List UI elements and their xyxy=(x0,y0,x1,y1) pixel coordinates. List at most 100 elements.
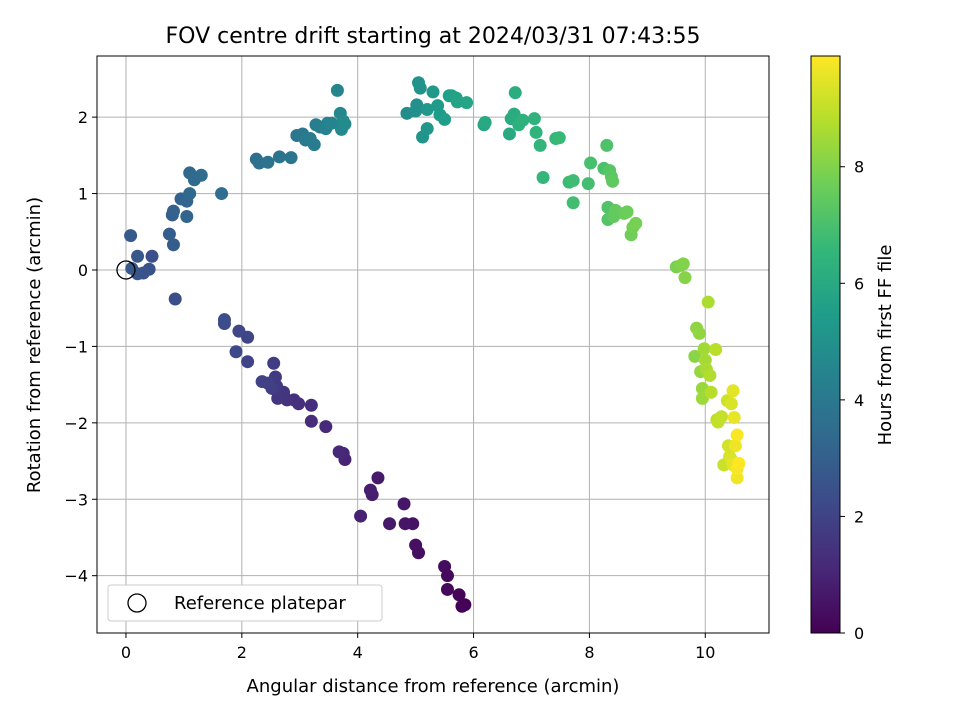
data-point xyxy=(229,345,243,359)
data-point xyxy=(410,98,424,112)
y-tick-label: −2 xyxy=(64,414,88,433)
colorbar-gradient xyxy=(810,55,841,634)
x-tick-label: 4 xyxy=(353,643,363,662)
data-point xyxy=(516,113,530,127)
grid-lines xyxy=(97,56,769,633)
data-point xyxy=(166,204,180,218)
x-tick-label: 8 xyxy=(584,643,594,662)
data-point xyxy=(383,517,397,531)
scatter-points xyxy=(124,76,746,613)
data-point xyxy=(533,138,547,152)
data-point xyxy=(330,83,344,97)
colorbar-tick-label: 2 xyxy=(854,507,864,526)
data-point xyxy=(194,168,208,182)
data-point xyxy=(398,517,412,531)
reference-platepar-marker xyxy=(116,260,136,280)
x-tick-label: 0 xyxy=(121,643,131,662)
data-point xyxy=(409,538,423,552)
data-point xyxy=(319,420,333,434)
data-point xyxy=(338,117,352,131)
x-axis-ticks: 0 2 4 6 8 10 xyxy=(121,633,715,662)
data-point xyxy=(426,85,440,99)
data-point xyxy=(581,177,595,191)
colorbar-ticks: 0 2 4 6 8 xyxy=(840,158,864,643)
data-point xyxy=(420,102,434,116)
data-point xyxy=(168,292,182,306)
data-point xyxy=(232,324,246,338)
data-point xyxy=(131,249,145,263)
colorbar-tick-label: 8 xyxy=(854,158,864,177)
data-point xyxy=(354,509,368,523)
data-point xyxy=(704,385,718,399)
data-point xyxy=(255,375,269,389)
data-point xyxy=(676,257,690,271)
legend-label: Reference platepar xyxy=(174,593,346,614)
legend-open-circle-marker xyxy=(127,593,147,613)
data-point xyxy=(440,582,454,596)
data-point xyxy=(536,171,550,185)
data-point xyxy=(304,414,318,428)
data-point xyxy=(304,398,318,412)
data-point xyxy=(271,391,285,405)
data-point xyxy=(566,196,580,210)
data-point xyxy=(688,349,702,363)
data-point xyxy=(162,227,176,241)
y-axis-ticks: −4 −3 −2 −1 0 1 2 xyxy=(64,108,97,586)
data-point xyxy=(701,295,715,309)
data-point xyxy=(584,156,598,170)
data-point xyxy=(703,368,717,382)
y-tick-label: −1 xyxy=(64,337,88,356)
data-point xyxy=(452,588,466,602)
data-point xyxy=(272,150,286,164)
data-point xyxy=(397,497,411,511)
data-point xyxy=(332,445,346,459)
data-point xyxy=(438,112,452,126)
plot-frame xyxy=(96,55,770,634)
data-point xyxy=(730,471,744,485)
data-point xyxy=(552,131,566,145)
chart-title: FOV centre drift starting at 2024/03/31 … xyxy=(166,24,701,49)
data-point xyxy=(363,483,377,497)
data-point xyxy=(732,456,746,470)
data-point xyxy=(478,115,492,129)
y-tick-label: 0 xyxy=(78,261,88,280)
data-point xyxy=(307,138,321,152)
colorbar-tick-label: 4 xyxy=(854,391,864,410)
data-point xyxy=(728,439,742,453)
colorbar-label: Hours from first FF file xyxy=(875,245,896,446)
y-axis-label: Rotation from reference (arcmin) xyxy=(24,197,45,493)
data-point xyxy=(629,216,643,230)
data-point xyxy=(726,384,740,398)
data-point xyxy=(529,125,543,139)
y-tick-label: −3 xyxy=(64,490,88,509)
data-point xyxy=(371,471,385,485)
x-tick-label: 10 xyxy=(695,643,715,662)
colorbar: 0 2 4 6 8 Hours from first FF file xyxy=(810,55,896,643)
data-point xyxy=(166,238,180,252)
data-point xyxy=(241,355,255,369)
data-point xyxy=(730,428,744,442)
data-point xyxy=(697,342,711,356)
data-point xyxy=(460,96,474,110)
y-tick-label: 2 xyxy=(78,108,88,127)
data-point xyxy=(183,187,197,201)
data-point xyxy=(217,313,231,327)
data-point xyxy=(145,249,159,263)
data-point xyxy=(709,342,723,356)
data-point xyxy=(325,116,339,130)
data-point xyxy=(620,205,634,219)
data-point xyxy=(508,86,522,100)
data-point xyxy=(450,95,464,109)
x-tick-label: 6 xyxy=(468,643,478,662)
reference-marker-group xyxy=(116,260,136,280)
data-point xyxy=(124,229,138,243)
data-point xyxy=(502,127,516,141)
data-point xyxy=(180,209,194,223)
data-point xyxy=(692,326,706,340)
data-point xyxy=(284,151,298,165)
x-axis-label: Angular distance from reference (arcmin) xyxy=(247,676,620,697)
data-point xyxy=(215,187,229,201)
data-point xyxy=(727,410,741,424)
data-point xyxy=(714,410,728,424)
